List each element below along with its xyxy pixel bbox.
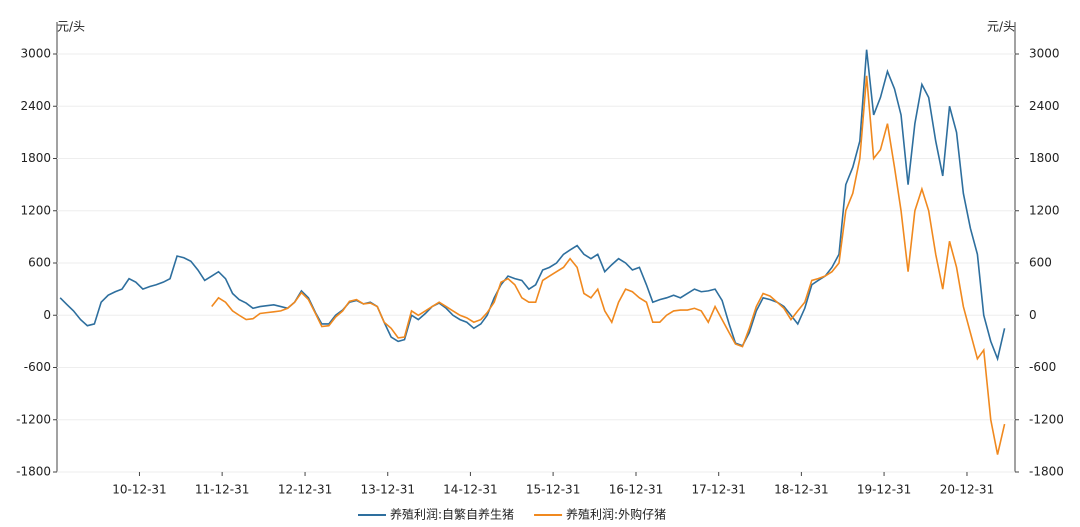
y2-tick-label: 3000 bbox=[1029, 47, 1060, 61]
x-tick-label: 10-12-31 bbox=[112, 483, 166, 497]
series-line bbox=[59, 49, 1006, 362]
y-tick-label: 0 bbox=[43, 308, 51, 322]
y-tick-label: -1200 bbox=[16, 412, 51, 426]
x-tick-label: 18-12-31 bbox=[774, 483, 828, 497]
x-tick-label: 15-12-31 bbox=[526, 483, 580, 497]
x-tick-label: 12-12-31 bbox=[278, 483, 332, 497]
x-tick-label: 16-12-31 bbox=[609, 483, 663, 497]
y2-tick-label: 0 bbox=[1029, 308, 1037, 322]
x-tick-label: 14-12-31 bbox=[443, 483, 497, 497]
x-tick-label: 19-12-31 bbox=[857, 483, 911, 497]
y2-tick-label: 1800 bbox=[1029, 151, 1060, 165]
y-tick-label: 2400 bbox=[20, 99, 51, 113]
legend-label: 养殖利润:外购仔猪 bbox=[566, 507, 666, 522]
y2-tick-label: -1800 bbox=[1029, 465, 1064, 479]
y-tick-label: -600 bbox=[24, 360, 51, 374]
y2-tick-label: 2400 bbox=[1029, 99, 1060, 113]
y-tick-label: 1200 bbox=[20, 203, 51, 217]
y-unit: 元/头 bbox=[57, 20, 85, 34]
x-tick-label: 11-12-31 bbox=[195, 483, 249, 497]
legend-label: 养殖利润:自繁自养生猪 bbox=[390, 507, 514, 522]
y2-tick-label: 1200 bbox=[1029, 203, 1060, 217]
y-tick-label: 600 bbox=[28, 256, 51, 270]
y-tick-label: -1800 bbox=[16, 465, 51, 479]
x-tick-label: 17-12-31 bbox=[691, 483, 745, 497]
y2-unit: 元/头 bbox=[987, 20, 1015, 34]
x-tick-label: 13-12-31 bbox=[361, 483, 415, 497]
x-tick-label: 20-12-31 bbox=[940, 483, 994, 497]
y2-tick-label: -1200 bbox=[1029, 412, 1064, 426]
y2-tick-label: 600 bbox=[1029, 256, 1052, 270]
y2-tick-label: -600 bbox=[1029, 360, 1056, 374]
y-tick-label: 3000 bbox=[20, 47, 51, 61]
series-line bbox=[211, 75, 1006, 455]
y-tick-label: 1800 bbox=[20, 151, 51, 165]
